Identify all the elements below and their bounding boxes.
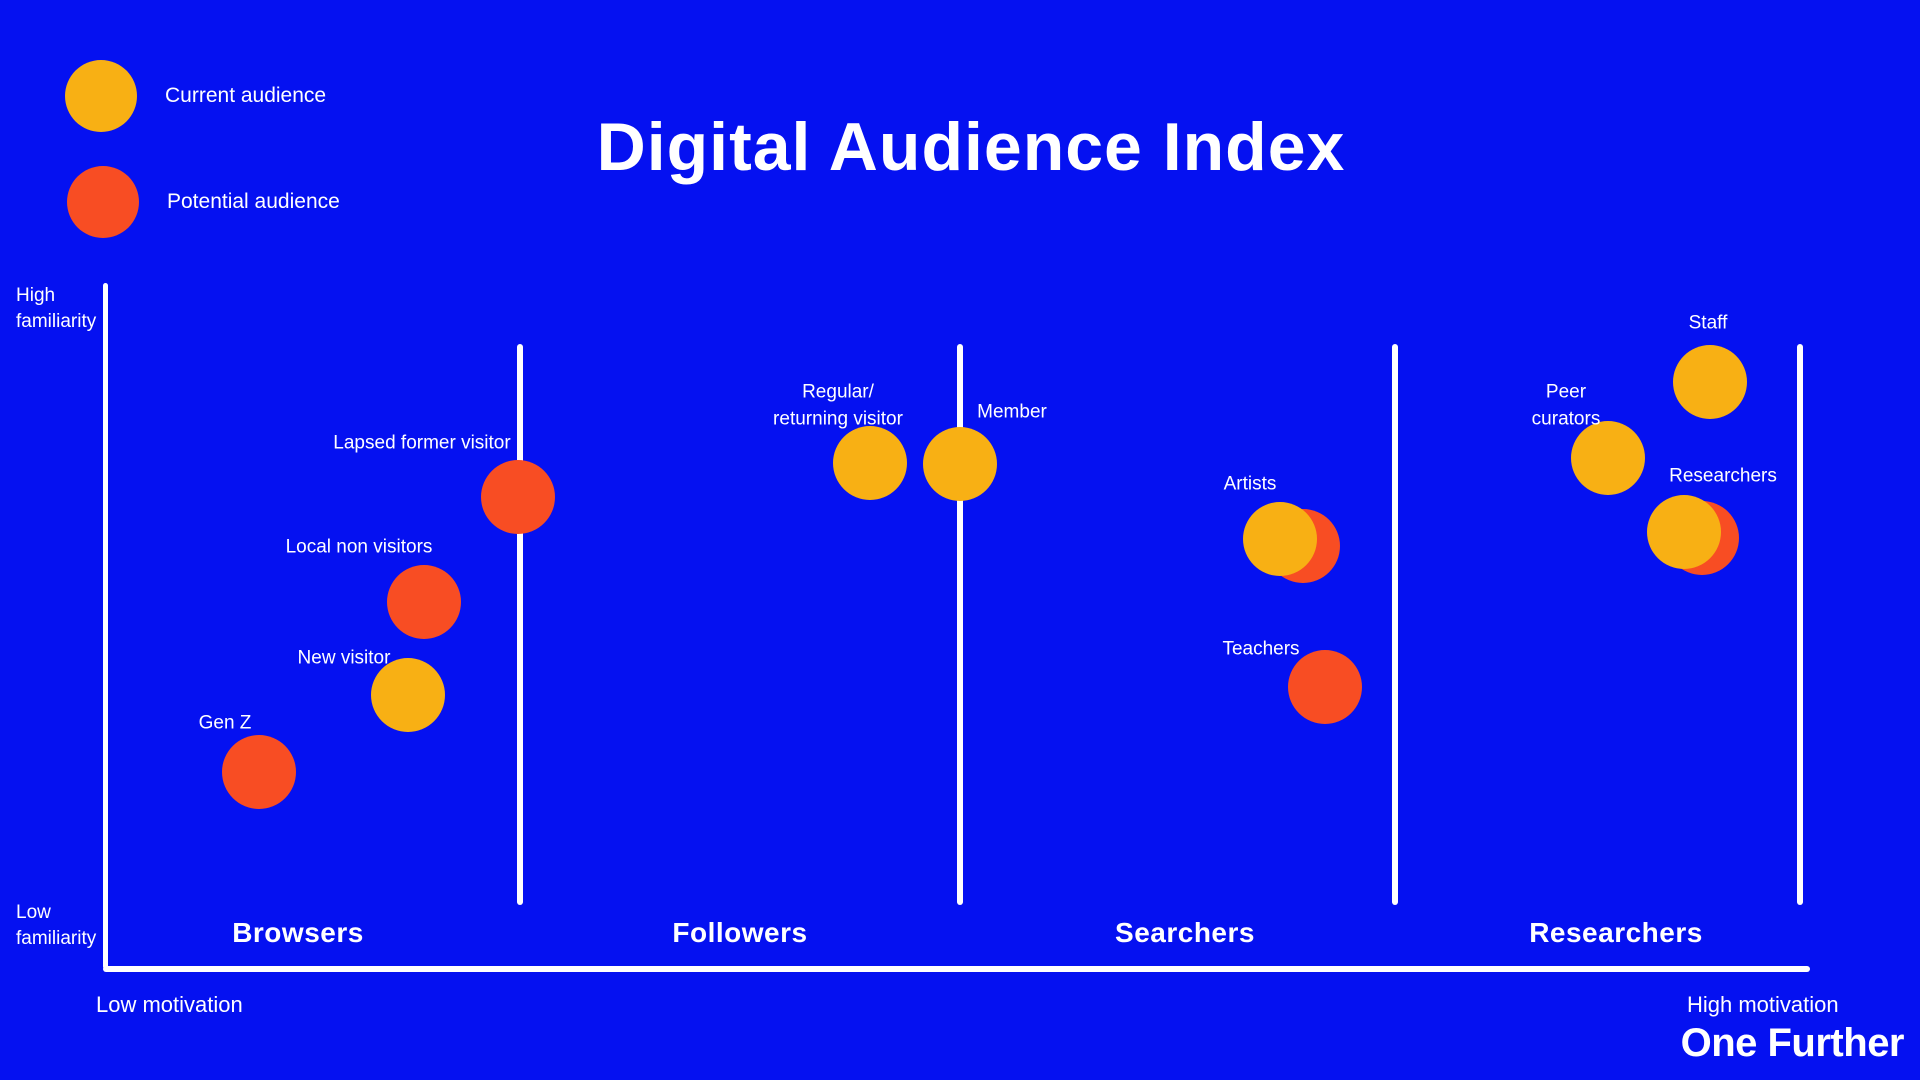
segment-label-researchers: Researchers xyxy=(1529,917,1703,948)
bubble-potential-teachers xyxy=(1288,650,1362,724)
segment-separator-line-2 xyxy=(957,344,963,905)
segment-label-followers: Followers xyxy=(672,917,808,948)
y-axis-line xyxy=(103,283,108,969)
legend-item-current-audience: Current audience xyxy=(65,60,326,132)
segment-separator-line-4 xyxy=(1797,344,1803,905)
bubble-current-regular-returning-visitor xyxy=(833,426,907,500)
point-label-member: Member xyxy=(977,401,1047,423)
x-axis-low-motivation-label: Low motivation xyxy=(96,992,243,1017)
legend-label-current-audience: Current audience xyxy=(165,84,327,107)
segment-label-browsers: Browsers xyxy=(232,917,364,948)
y-axis-low-familiarity-label: Low familiarity xyxy=(16,902,97,949)
bubble-potential-gen-z xyxy=(222,735,296,809)
page-title: Digital Audience Index xyxy=(596,109,1346,185)
potential-audience-circle-icon xyxy=(67,166,139,238)
point-label-new-visitor: New visitor xyxy=(297,647,391,669)
bubble-current-artists xyxy=(1243,502,1317,576)
one-further-logo: One Further xyxy=(1680,1021,1905,1065)
legend-item-potential-audience: Potential audience xyxy=(67,166,340,238)
x-axis-high-motivation-label: High motivation xyxy=(1687,992,1839,1017)
bubble-potential-local-non-visitors xyxy=(387,565,461,639)
x-axis-line xyxy=(103,966,1810,972)
bubble-potential-lapsed-former-visitor xyxy=(481,460,555,534)
bubble-current-peer-curators xyxy=(1571,421,1645,495)
point-label-researchers: Researchers xyxy=(1669,465,1777,487)
segment-separator-line-1 xyxy=(517,344,523,905)
point-label-peer-curators: Peer curators xyxy=(1531,381,1601,429)
bubble-current-member xyxy=(923,427,997,501)
segment-separator-line-3 xyxy=(1392,344,1398,905)
point-label-gen-z: Gen Z xyxy=(198,712,252,734)
legend-label-potential-audience: Potential audience xyxy=(167,190,340,213)
segment-label-searchers: Searchers xyxy=(1115,917,1255,948)
point-label-regular-returning-visitor: Regular/ returning visitor xyxy=(773,381,903,429)
bubble-current-new-visitor xyxy=(371,658,445,732)
current-audience-circle-icon xyxy=(65,60,137,132)
point-label-lapsed-former-visitor: Lapsed former visitor xyxy=(333,432,511,454)
point-label-local-non-visitors: Local non visitors xyxy=(285,536,433,558)
y-axis-high-familiarity-label: High familiarity xyxy=(16,285,97,332)
bubble-current-researchers xyxy=(1647,495,1721,569)
bubble-current-staff xyxy=(1673,345,1747,419)
point-label-artists: Artists xyxy=(1223,473,1277,495)
point-label-teachers: Teachers xyxy=(1222,638,1300,660)
point-label-staff: Staff xyxy=(1688,312,1728,334)
